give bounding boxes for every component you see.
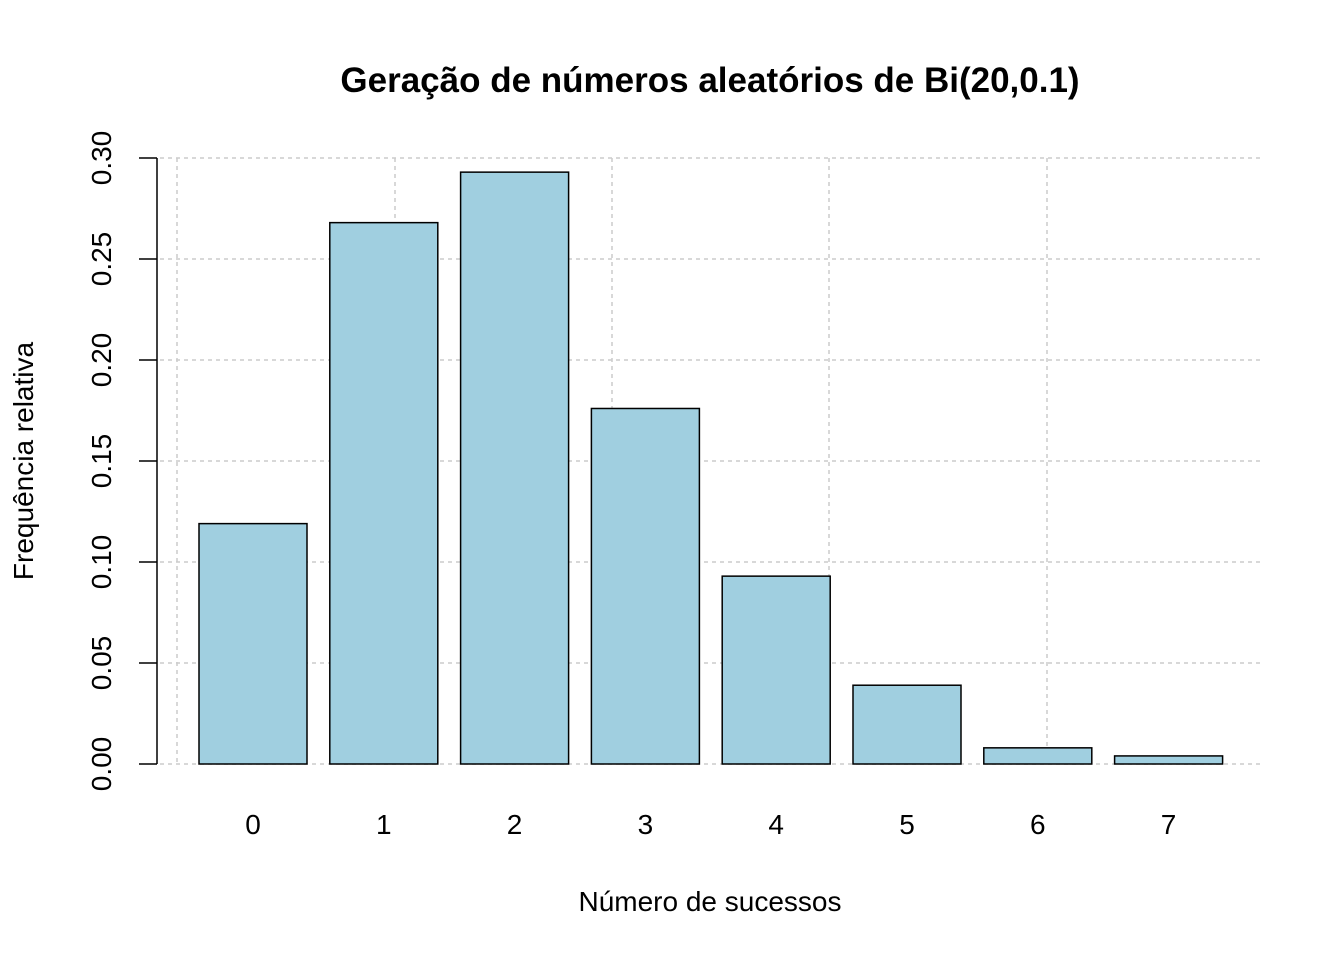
bar-3: [590, 407, 701, 765]
x-tick-label: 1: [376, 809, 392, 840]
y-tick-label: 0.20: [86, 333, 117, 388]
x-tick-label: 3: [638, 809, 654, 840]
bar-5: [852, 684, 962, 765]
x-axis-title: Número de sucessos: [578, 886, 841, 917]
y-tick-label: 0.05: [86, 636, 117, 691]
bar-6: [983, 747, 1093, 765]
y-axis: 0.00 0.05 0.10 0.15 0.20 0.25 0.30: [86, 131, 158, 792]
y-tick-label: 0.00: [86, 737, 117, 792]
x-tick-label: 6: [1030, 809, 1046, 840]
x-tick-labels: 0 1 2 3 4 5 6 7: [245, 809, 1176, 840]
x-tick-label: 2: [507, 809, 523, 840]
y-tick-label: 0.15: [86, 434, 117, 489]
y-tick-label: 0.25: [86, 232, 117, 287]
bar-1: [329, 221, 439, 765]
grid-layer: [160, 157, 1260, 765]
chart-title: Geração de números aleatórios de Bi(20,0…: [340, 61, 1079, 100]
bar-4: [721, 575, 831, 765]
bar-7: [1113, 755, 1224, 765]
y-tick-label: 0.30: [86, 131, 117, 186]
y-tick-label: 0.10: [86, 535, 117, 590]
bar-0: [198, 522, 308, 765]
x-tick-label: 0: [245, 809, 261, 840]
bar-2: [459, 171, 570, 765]
y-axis-title: Frequência relativa: [8, 342, 39, 581]
bars-layer: [198, 171, 1224, 765]
x-tick-label: 7: [1161, 809, 1177, 840]
x-tick-label: 5: [899, 809, 915, 840]
x-tick-label: 4: [768, 809, 784, 840]
